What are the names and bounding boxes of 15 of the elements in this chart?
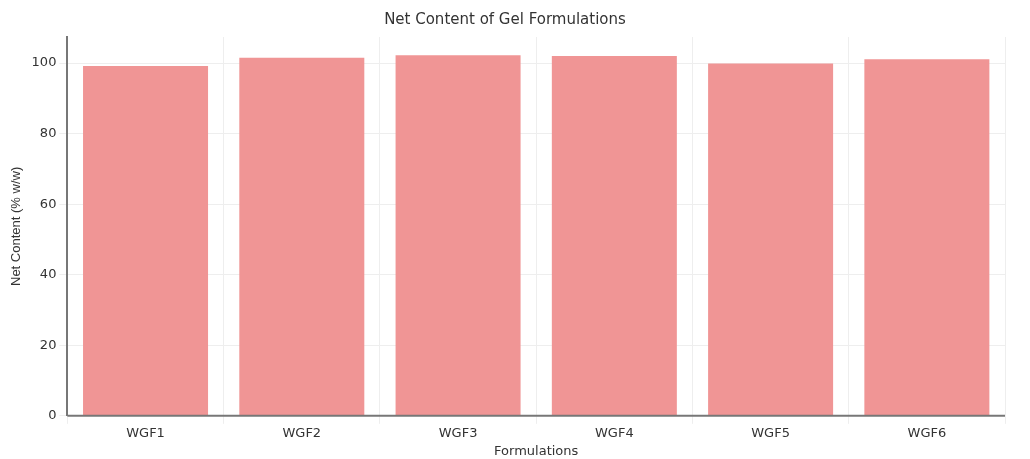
x-tick-label: WGF6 <box>907 424 947 440</box>
y-tick-label: 80 <box>39 125 57 141</box>
x-tick-label: WGF3 <box>438 424 478 440</box>
x-tick-label: WGF1 <box>126 424 165 440</box>
y-tick-label: 20 <box>39 336 57 352</box>
y-tick-label: 40 <box>39 266 57 282</box>
x-tick-label: WGF4 <box>594 424 634 440</box>
y-tick-label: 100 <box>31 54 57 70</box>
x-tick-label: WGF2 <box>282 424 322 440</box>
x-axis-title: Formulations <box>494 442 579 458</box>
y-tick-label: 60 <box>39 195 57 211</box>
x-tick-label: WGF5 <box>751 424 790 440</box>
y-tick-label: 0 <box>48 407 57 423</box>
y-axis-title: Net Content (% w/w) <box>8 166 24 286</box>
chart-title: Net Content of Gel Formulations <box>384 9 627 28</box>
